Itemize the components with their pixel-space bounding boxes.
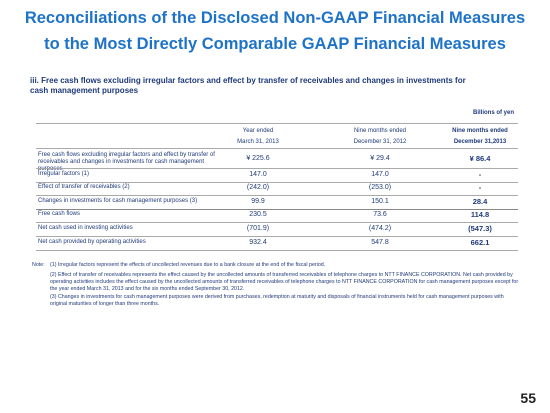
value: (253.0) [368, 184, 392, 191]
rule [36, 195, 518, 196]
note: (3) Changes in investments for cash mana… [50, 294, 504, 307]
column-header: March 31, 2013 [237, 139, 279, 145]
value: ¥ 29.4 [370, 155, 390, 162]
row-label: Changes in investments for cash manageme… [38, 198, 198, 204]
rule [36, 209, 518, 210]
rule [36, 182, 518, 183]
rule [36, 250, 518, 251]
value: ¥ 86.4 [469, 154, 491, 163]
rule [36, 148, 518, 149]
rule [36, 222, 518, 223]
value: 932.4 [249, 239, 267, 246]
column-header: Nine months ended [353, 128, 407, 134]
value: 28.4 [472, 197, 488, 206]
rule [36, 168, 518, 169]
rule [36, 236, 518, 237]
note: (1) Irregular factors represent the effe… [50, 262, 326, 268]
row-label: Net cash provided by operating activitie… [38, 239, 146, 245]
value: 662.1 [470, 238, 490, 247]
row-label: Free cash flows excluding irregular fact… [38, 152, 215, 172]
row-label: Free cash flows [38, 211, 81, 217]
value: (547.3) [468, 224, 492, 233]
value: - [478, 183, 482, 192]
value: 150.1 [371, 198, 389, 205]
column-header: December 31,2013 [453, 139, 507, 145]
value: (701.9) [246, 225, 270, 232]
column-header: Nine months ended [452, 128, 508, 134]
row-label: Effect of transfer of receivables (2) [38, 184, 130, 190]
unit: Billions of yen [472, 110, 514, 116]
title: to the Most Directly Comparable GAAP Fin… [44, 35, 506, 53]
value: (474.2) [368, 225, 392, 232]
value: 147.0 [249, 171, 267, 178]
row-label: Irregular factors (1) [38, 171, 90, 177]
title: Reconciliations of the Disclosed Non-GAA… [24, 9, 526, 27]
column-header: Year ended [242, 128, 274, 134]
value: 230.5 [249, 211, 267, 218]
value: 73.6 [373, 211, 387, 218]
row-label: Net cash used in investing activities [38, 225, 133, 231]
value: (242.0) [246, 184, 270, 191]
value: 99.9 [251, 198, 265, 205]
value: 147.0 [371, 171, 389, 178]
subtitle: iii. Free cash flows excluding irregular… [30, 76, 466, 95]
value: 114.8 [470, 210, 490, 219]
value: - [478, 170, 482, 179]
column-header: December 31, 2012 [353, 139, 407, 145]
page-number: 55 [520, 390, 536, 406]
value: 547.8 [371, 239, 389, 246]
rule [36, 123, 518, 124]
note-label: Note: [32, 262, 45, 268]
value: ¥ 225.6 [246, 155, 270, 162]
note: (2) Effect of transfer of receivables re… [50, 272, 519, 292]
